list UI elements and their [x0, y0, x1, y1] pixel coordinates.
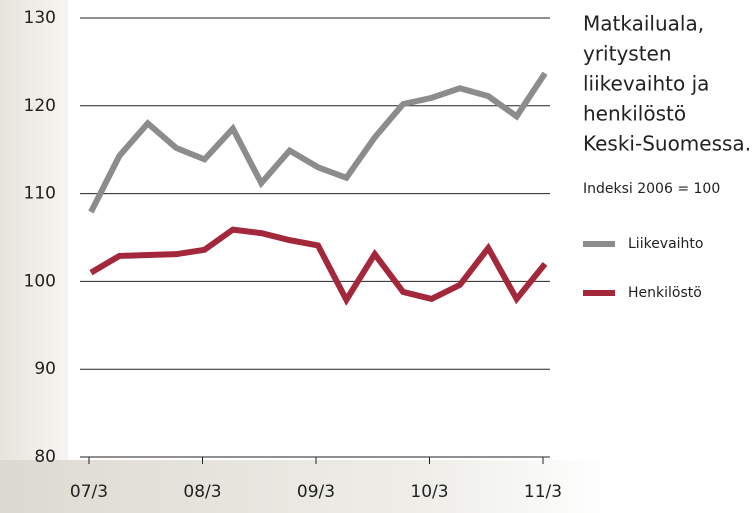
- chart-title: henkilöstö: [583, 102, 686, 126]
- x-tick-label: 11/3: [524, 482, 562, 502]
- axis-background: [0, 460, 610, 513]
- legend-label: Henkilöstö: [628, 285, 702, 301]
- x-tick-label: 07/3: [70, 482, 108, 502]
- chart-title: Keski-Suomessa.: [583, 132, 751, 156]
- legend-label: Liikevaihto: [628, 236, 703, 252]
- y-tick-label: 120: [24, 96, 56, 116]
- chart-title: Matkailuala,: [583, 12, 704, 36]
- axis-background: [0, 0, 68, 513]
- y-tick-label: 110: [24, 184, 56, 204]
- line: [88, 71, 548, 214]
- subtitle: Indeksi 2006 = 100: [583, 181, 720, 197]
- y-tick-label: 80: [34, 447, 56, 467]
- y-tick-label: 100: [24, 271, 56, 291]
- y-tick-label: 130: [24, 8, 56, 28]
- chart-title: yritysten: [583, 42, 672, 66]
- x-tick-label: 09/3: [297, 482, 335, 502]
- chart-title: liikevaihto ja: [583, 72, 709, 96]
- y-tick-label: 90: [34, 359, 56, 379]
- x-tick-label: 08/3: [183, 482, 221, 502]
- line: [89, 226, 548, 306]
- x-tick-label: 10/3: [410, 482, 448, 502]
